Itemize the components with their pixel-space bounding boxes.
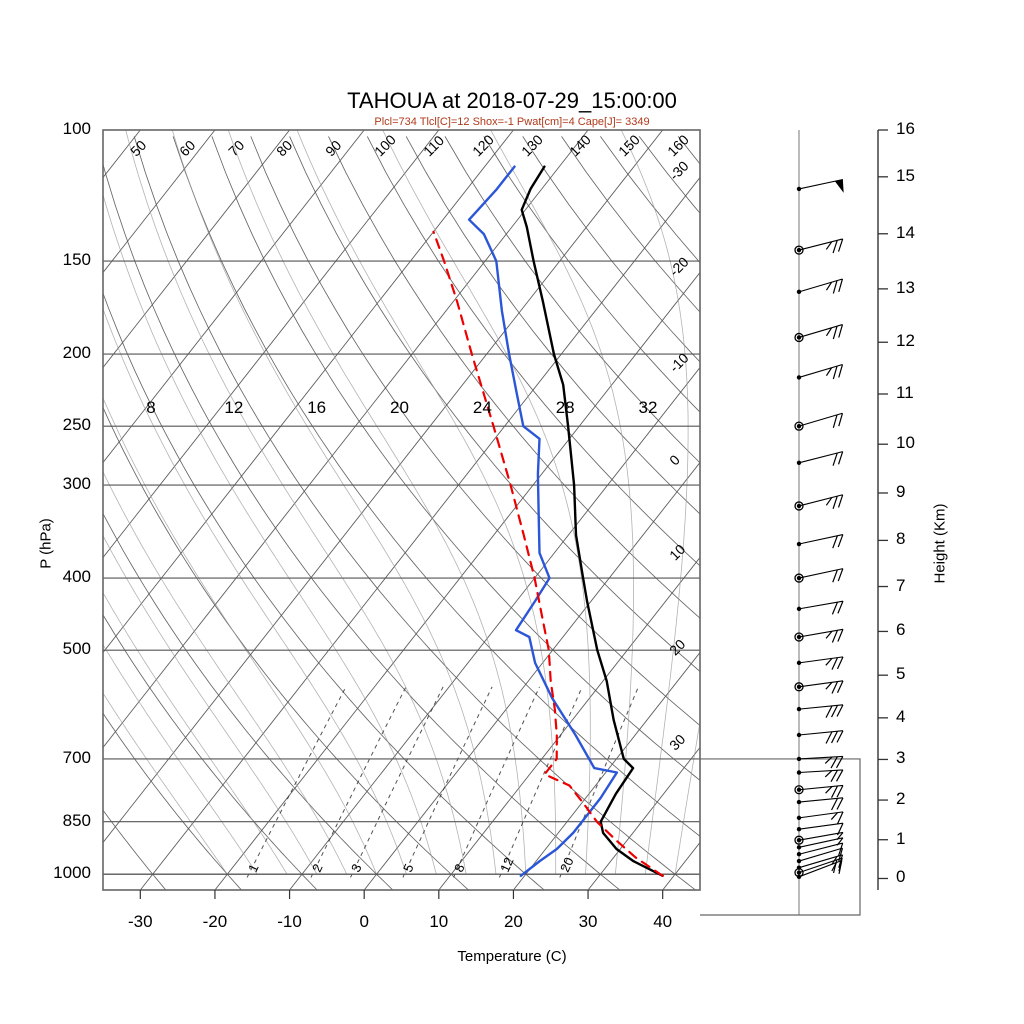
wind-barb <box>796 769 844 782</box>
wind-barb <box>796 854 844 870</box>
temperature-tick--30: -30 <box>128 912 153 931</box>
height-tick-11: 11 <box>896 382 914 402</box>
pressure-tick-100: 100 <box>62 119 91 138</box>
height-tick-10: 10 <box>896 433 915 453</box>
height-tick-5: 5 <box>896 664 906 684</box>
wind-barb <box>796 837 844 850</box>
height-tick-9: 9 <box>896 481 906 501</box>
height-tick-8: 8 <box>896 529 906 549</box>
height-tick-14: 14 <box>896 222 915 242</box>
wind-barb <box>796 755 844 769</box>
height-tick-15: 15 <box>896 165 915 185</box>
wind-barb <box>796 860 843 880</box>
height-tick-13: 13 <box>896 277 915 297</box>
wind-barb <box>796 600 844 615</box>
dry-adiabat-label-20: 20 <box>390 398 409 417</box>
pressure-tick-500: 500 <box>62 639 91 659</box>
height-tick-2: 2 <box>896 789 906 809</box>
dry-adiabat-label-8: 8 <box>146 398 156 417</box>
dry-adiabat-label-24: 24 <box>472 398 492 417</box>
height-tick-0: 0 <box>896 867 906 887</box>
temperature-tick-10: 10 <box>429 912 449 931</box>
wind-barb <box>794 412 844 431</box>
wind-barb <box>794 324 844 343</box>
dry-adiabat-label-32: 32 <box>638 398 658 417</box>
wind-barb <box>794 831 844 845</box>
temperature-tick-40: 40 <box>653 912 673 931</box>
wind-barb <box>794 238 844 255</box>
wind-barb <box>794 494 844 511</box>
wind-barb <box>794 784 844 798</box>
wind-barb <box>796 278 844 295</box>
height-tick-1: 1 <box>896 828 906 848</box>
height-tick-7: 7 <box>896 575 906 595</box>
height-tick-4: 4 <box>896 706 906 726</box>
pressure-tick-850: 850 <box>62 810 91 830</box>
wind-barb <box>796 704 844 718</box>
wind-barb <box>796 534 844 549</box>
wind-barb <box>796 811 844 825</box>
height-tick-16: 16 <box>896 119 915 138</box>
wind-barb <box>796 822 844 836</box>
wind-barb <box>796 842 844 857</box>
dry-adiabat-label-28: 28 <box>555 398 575 417</box>
wind-barb <box>796 178 844 193</box>
temperature-tick-30: 30 <box>578 912 598 931</box>
pressure-tick-200: 200 <box>62 343 91 363</box>
height-tick-3: 3 <box>896 748 906 768</box>
x-axis-label: Temperature (C) <box>457 948 567 965</box>
pressure-tick-300: 300 <box>62 474 91 494</box>
wind-barb <box>794 568 844 583</box>
page-title: TAHOUA at 2018-07-29_15:00:00 <box>347 88 677 113</box>
series-parcel <box>432 230 664 877</box>
wind-barb <box>796 797 844 811</box>
wind-barb <box>796 847 844 864</box>
sounding-indices-subtitle: Plcl=734 Tlcl[C]=12 Shox=-1 Pwat[cm]=4 C… <box>374 116 650 128</box>
series-temperature <box>520 165 664 877</box>
series-dewpoint <box>467 165 619 877</box>
pressure-tick-700: 700 <box>62 747 91 767</box>
temperature-tick-20: 20 <box>503 912 523 931</box>
wind-barb <box>796 364 844 380</box>
pressure-tick-400: 400 <box>62 567 91 587</box>
temperature-tick--10: -10 <box>277 912 302 931</box>
temperature-tick-0: 0 <box>359 912 369 931</box>
wind-barb <box>796 656 844 670</box>
wind-barb <box>796 451 844 466</box>
wind-barb <box>796 730 844 744</box>
wind-barb <box>794 680 844 694</box>
pressure-tick-250: 250 <box>62 415 91 435</box>
pressure-tick-1000: 1000 <box>53 863 91 883</box>
height-tick-12: 12 <box>896 331 915 351</box>
dry-adiabat-label-12: 12 <box>224 398 244 417</box>
wind-barb <box>794 628 844 643</box>
pressure-tick-150: 150 <box>62 250 91 270</box>
dry-adiabat-label-16: 16 <box>307 398 327 417</box>
height-tick-6: 6 <box>896 620 906 640</box>
temperature-tick--20: -20 <box>202 912 228 931</box>
